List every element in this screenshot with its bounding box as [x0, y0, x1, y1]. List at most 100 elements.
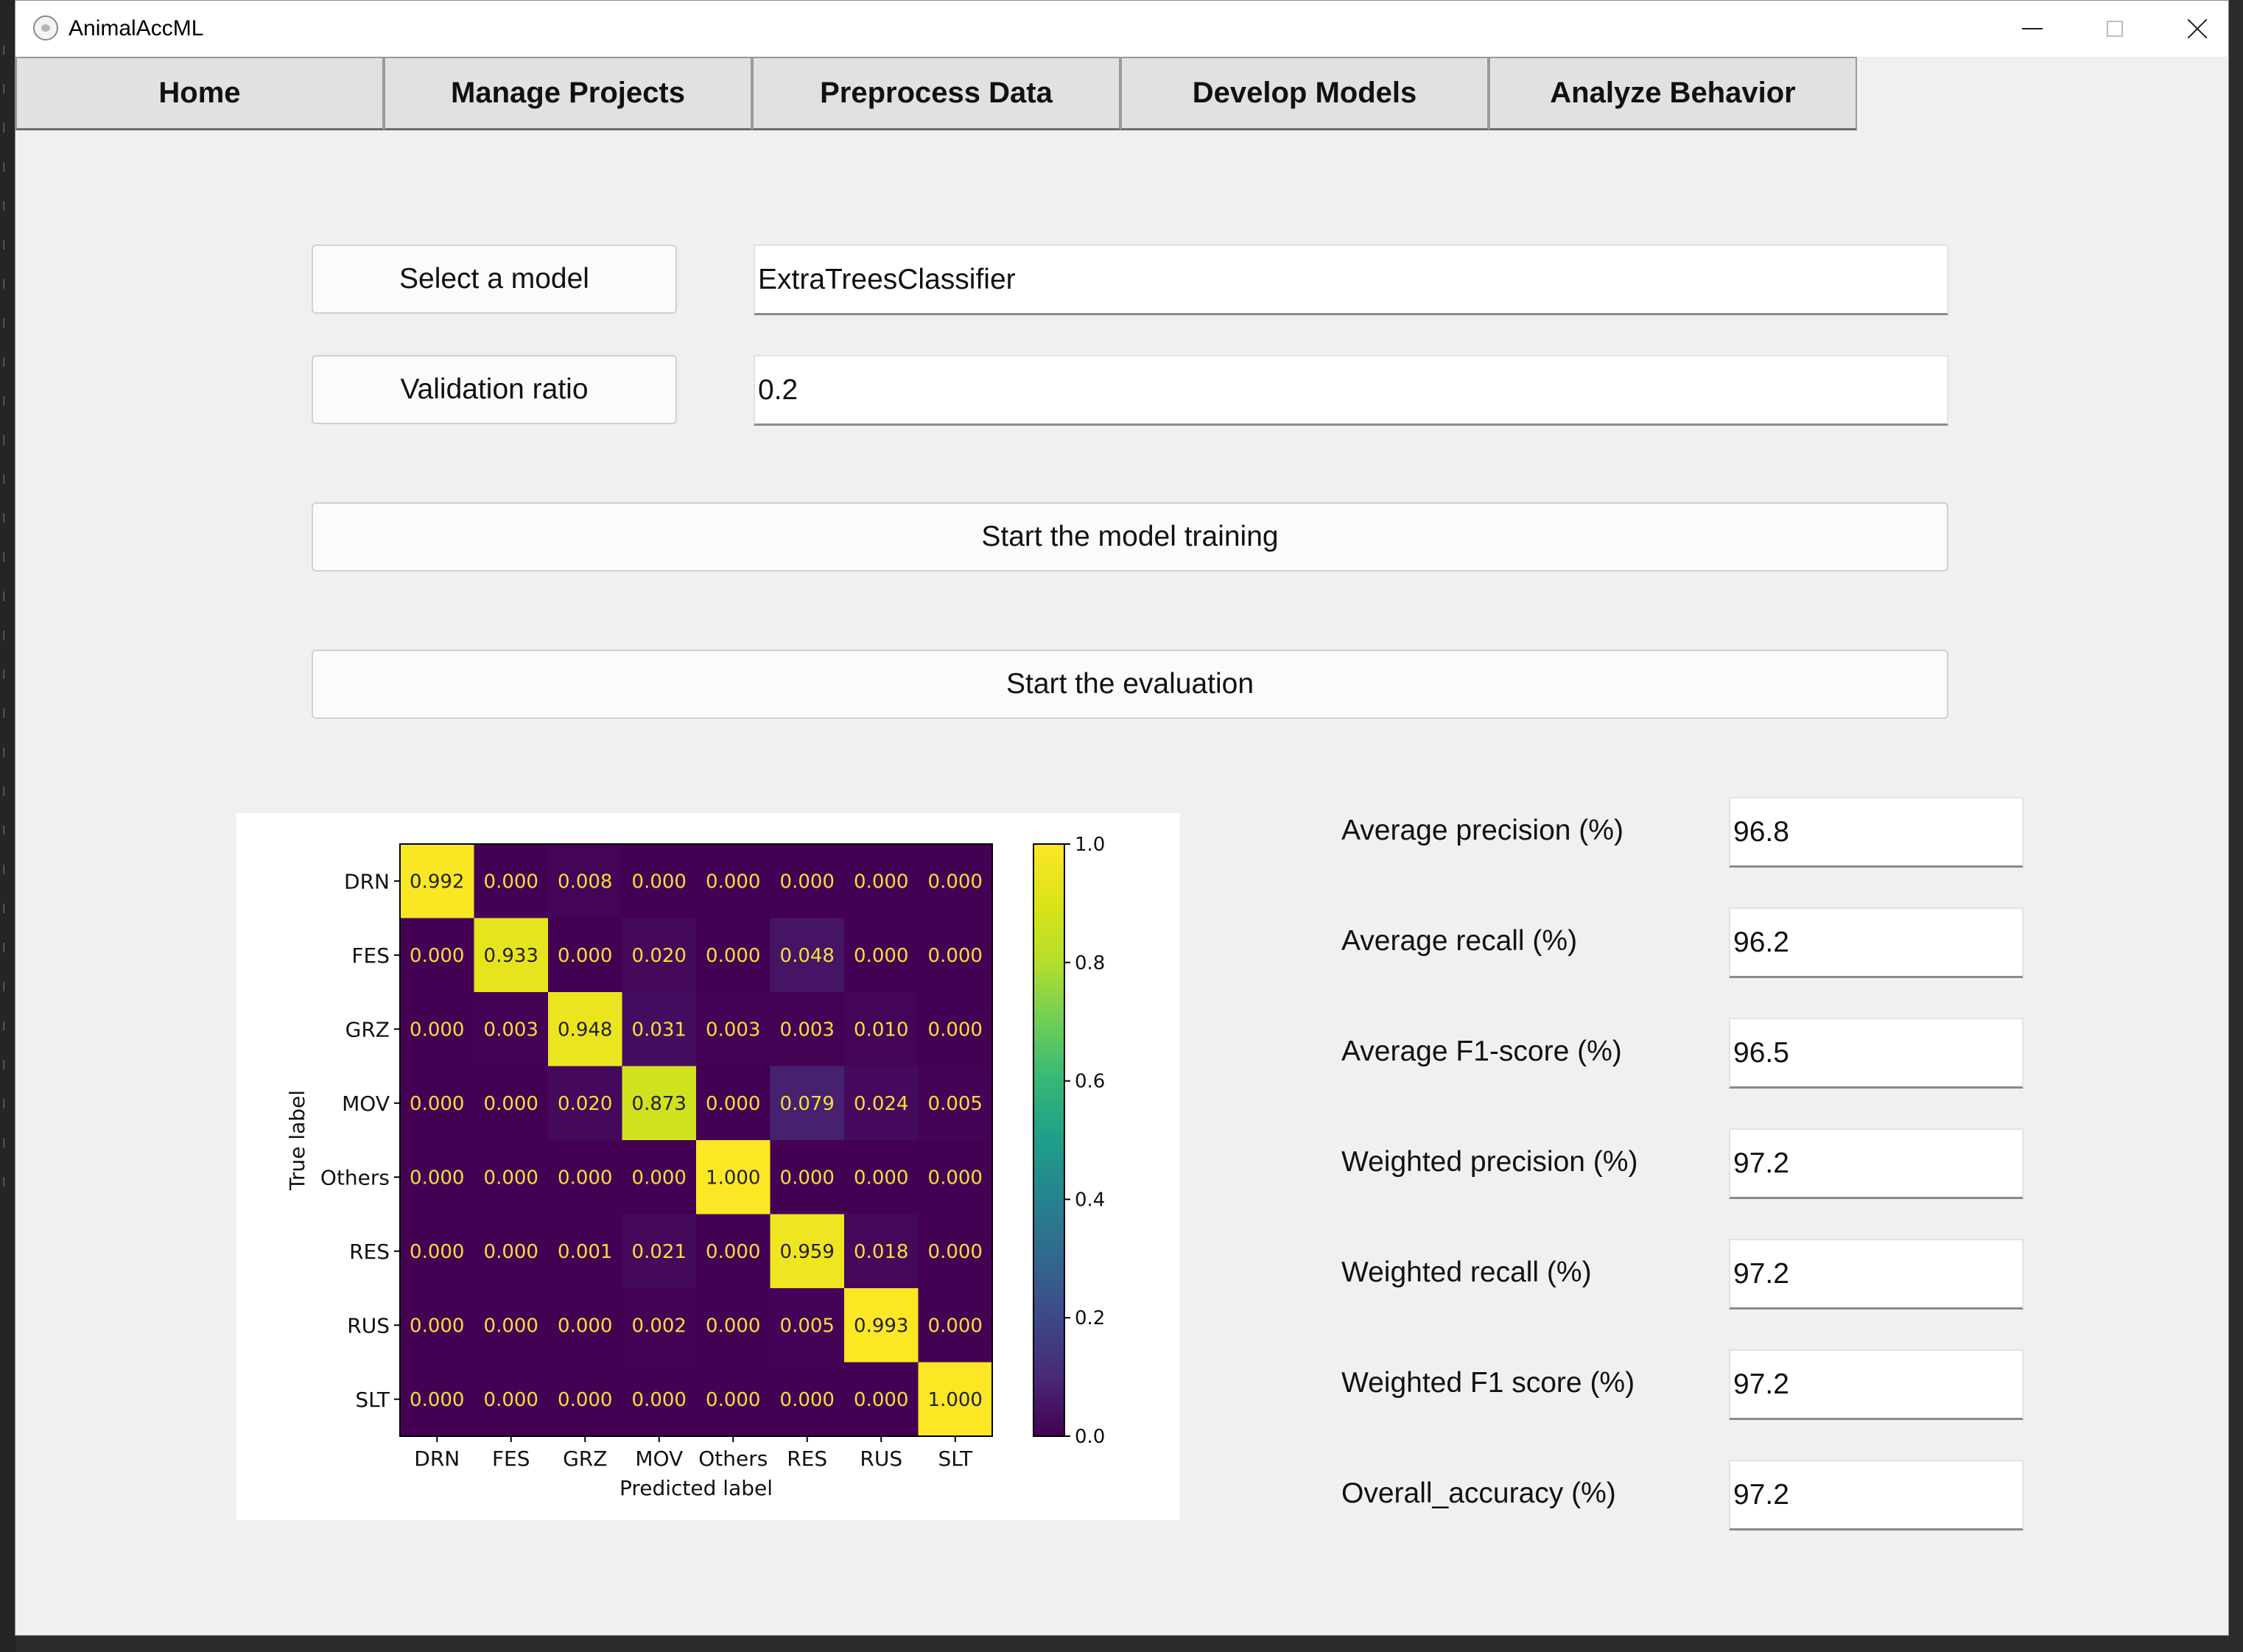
metric-label-average-precision: Average precision (%) [1341, 815, 1624, 846]
colorbar-tick-label: 0.0 [1075, 1426, 1105, 1448]
tab-manage-projects[interactable]: Manage Projects [384, 57, 752, 130]
metric-value-overall-accuracy[interactable]: 97.2 [1729, 1460, 2023, 1530]
heatmap-cell [474, 992, 549, 1066]
heatmap-cell [474, 918, 549, 993]
app-window: AnimalAccML Home Manage Projects Preproc… [15, 0, 2229, 1636]
metric-value-average-precision[interactable]: 96.8 [1729, 797, 2023, 868]
cell-value-label: 0.003 [706, 1019, 760, 1041]
metric-value-weighted-recall[interactable]: 97.2 [1729, 1239, 2023, 1310]
metric-value-weighted-f1[interactable]: 97.2 [1729, 1349, 2023, 1420]
cell-value-label: 1.000 [706, 1167, 760, 1189]
heatmap-cell [770, 1362, 845, 1437]
gutter-line-mark: | [1, 1020, 7, 1032]
colorbar-tick-label: 0.4 [1075, 1189, 1105, 1211]
cell-value-label: 0.000 [484, 1167, 538, 1189]
gutter-line-mark: | [1, 669, 7, 681]
close-icon [2187, 18, 2208, 39]
model-name-field[interactable]: ExtraTreesClassifier [754, 245, 1948, 315]
matrix-frame [399, 843, 993, 1437]
heatmap-cell [770, 1140, 845, 1215]
cell-value-label: 0.000 [484, 871, 538, 893]
cell-value-label: 0.048 [780, 945, 835, 967]
background-editor-gutter: | | | | | | | | | | | | | | | | | | | | | | | | | | | | | | [0, 0, 16, 1652]
cell-value-label: 0.000 [780, 1389, 835, 1411]
heatmap-cell [696, 844, 771, 918]
gutter-line-mark: | [1, 1059, 7, 1071]
heatmap-cell [474, 844, 549, 918]
gutter-line-mark: | [1, 122, 7, 134]
window-title: AnimalAccML [69, 16, 204, 41]
gutter-line-mark: | [1, 1176, 7, 1188]
cell-value-label: 0.000 [558, 1167, 612, 1189]
gutter-line-mark: | [1, 1098, 7, 1110]
gutter-line-mark: | [1, 44, 7, 56]
cell-value-label: 0.005 [928, 1093, 983, 1115]
close-button[interactable] [2156, 1, 2239, 57]
gutter-line-mark: | [1, 747, 7, 759]
y-tick-label: MOV [342, 1092, 390, 1116]
heatmap-cell [696, 918, 771, 993]
start-evaluation-button[interactable]: Start the evaluation [312, 650, 1948, 719]
heatmap-cell [696, 1066, 771, 1141]
metric-label-average-recall: Average recall (%) [1341, 925, 1578, 957]
heatmap-cell [770, 1214, 845, 1289]
cell-value-label: 0.000 [484, 1093, 538, 1115]
tab-preprocess-data[interactable]: Preprocess Data [752, 57, 1120, 130]
x-tick-label: RES [787, 1447, 827, 1471]
tab-develop-models[interactable]: Develop Models [1120, 57, 1489, 130]
metric-label-weighted-precision: Weighted precision (%) [1341, 1146, 1638, 1178]
cell-value-label: 0.000 [780, 871, 835, 893]
cell-value-label: 0.000 [632, 871, 687, 893]
x-tick-label: DRN [414, 1447, 460, 1471]
y-tick-label: FES [351, 943, 390, 968]
heatmap-cell [696, 1214, 771, 1289]
y-tick-label: SLT [355, 1388, 390, 1412]
validation-ratio-field[interactable]: 0.2 [754, 355, 1948, 426]
confusion-matrix-panel: 0.992 0.000 0.008 0.000 0.000 0.000 0.000 0.000… [236, 813, 1179, 1520]
heatmap-cell [474, 1288, 549, 1363]
minimize-button[interactable] [1991, 1, 2074, 57]
gutter-line-mark: | [1, 942, 7, 954]
select-model-button[interactable]: Select a model [312, 245, 677, 314]
heatmap-cell [622, 918, 697, 993]
x-tick-label: RUS [860, 1447, 902, 1471]
maximize-button[interactable] [2074, 1, 2156, 57]
gutter-line-mark: | [1, 278, 7, 290]
gutter-line-mark: | [1, 708, 7, 720]
heatmap-cell [770, 918, 845, 993]
cell-value-label: 0.000 [632, 1389, 687, 1411]
cell-value-label: 0.003 [780, 1019, 835, 1041]
cell-value-label: 0.000 [928, 1315, 983, 1337]
heatmap-cell [844, 1214, 919, 1289]
cell-value-label: 0.000 [706, 1315, 760, 1337]
cell-value-label: 0.000 [854, 1167, 908, 1189]
cell-value-label: 0.000 [558, 945, 612, 967]
x-tick-label: Others [698, 1447, 768, 1471]
cell-value-label: 0.021 [632, 1241, 687, 1263]
metric-value-weighted-precision[interactable]: 97.2 [1729, 1128, 2023, 1199]
gutter-line-mark: | [1, 317, 7, 329]
cell-value-label: 0.000 [484, 1389, 538, 1411]
heatmap-cell [400, 1288, 474, 1363]
metric-value-average-f1[interactable]: 96.5 [1729, 1018, 2023, 1089]
validation-ratio-button[interactable]: Validation ratio [312, 355, 677, 424]
x-tick-label: SLT [938, 1447, 973, 1471]
cell-value-label: 0.933 [484, 945, 538, 967]
cell-value-label: 0.079 [780, 1093, 835, 1115]
start-training-button[interactable]: Start the model training [312, 502, 1948, 572]
tab-analyze-behavior[interactable]: Analyze Behavior [1489, 57, 1857, 130]
y-tick-label: GRZ [345, 1017, 390, 1041]
metric-value-average-recall[interactable]: 96.2 [1729, 907, 2023, 978]
cell-value-label: 0.000 [410, 945, 464, 967]
heatmap-cell [622, 844, 697, 918]
cell-value-label: 0.002 [632, 1315, 687, 1337]
cell-value-label: 0.000 [706, 1389, 760, 1411]
heatmap-cell [844, 918, 919, 993]
y-tick-label: Others [320, 1165, 390, 1189]
y-tick-label: RES [349, 1240, 390, 1264]
heatmap-cell [770, 1288, 845, 1363]
tab-home[interactable]: Home [15, 57, 384, 130]
colorbar-tick-label: 0.2 [1075, 1307, 1105, 1329]
heatmap-cell [844, 1066, 919, 1141]
cell-value-label: 0.000 [780, 1167, 835, 1189]
